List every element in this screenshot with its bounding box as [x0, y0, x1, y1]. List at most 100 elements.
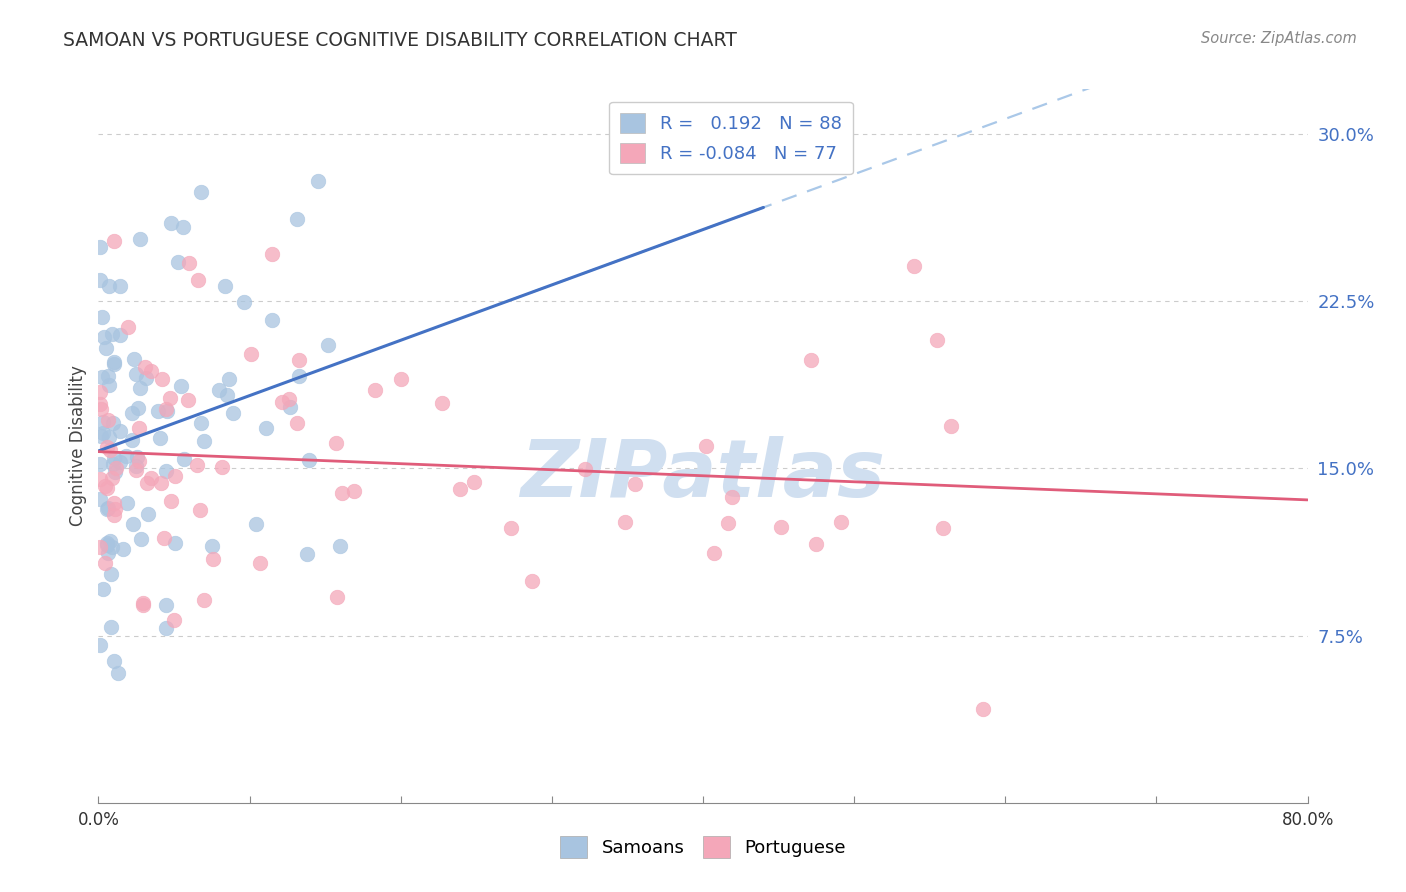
Point	[128, 420, 150, 434]
Point	[190, 185, 212, 199]
Point	[703, 546, 725, 560]
Point	[89, 639, 111, 653]
Point	[90, 310, 112, 324]
Point	[91, 426, 114, 441]
Point	[132, 596, 155, 610]
Point	[141, 364, 163, 378]
Point	[717, 516, 740, 531]
Point	[98, 442, 121, 457]
Point	[111, 542, 134, 557]
Point	[89, 472, 111, 486]
Point	[190, 416, 212, 430]
Point	[121, 516, 143, 531]
Point	[132, 598, 155, 612]
Point	[93, 330, 115, 344]
Point	[136, 507, 159, 521]
Point	[108, 279, 131, 293]
Point	[90, 429, 112, 443]
Point	[115, 449, 138, 463]
Point	[149, 431, 172, 445]
Point	[260, 247, 283, 261]
Point	[463, 475, 485, 490]
Point	[94, 556, 117, 570]
Point	[128, 454, 150, 468]
Point	[270, 395, 292, 409]
Point	[343, 483, 366, 498]
Point	[146, 404, 169, 418]
Point	[91, 369, 114, 384]
Point	[89, 397, 111, 411]
Point	[449, 483, 471, 497]
Point	[285, 417, 308, 431]
Point	[262, 313, 284, 327]
Point	[155, 402, 177, 417]
Point	[93, 415, 115, 429]
Point	[245, 516, 267, 531]
Point	[295, 547, 318, 561]
Text: Source: ZipAtlas.com: Source: ZipAtlas.com	[1201, 31, 1357, 46]
Point	[103, 357, 125, 371]
Point	[115, 495, 138, 509]
Point	[89, 457, 111, 471]
Point	[153, 532, 176, 546]
Point	[330, 486, 353, 500]
Point	[103, 355, 125, 369]
Point	[89, 541, 111, 555]
Point	[97, 430, 120, 444]
Point	[103, 654, 125, 668]
Point	[193, 434, 215, 449]
Point	[101, 471, 124, 485]
Point	[117, 319, 139, 334]
Point	[239, 347, 262, 361]
Point	[96, 502, 118, 516]
Point	[96, 536, 118, 550]
Point	[139, 471, 162, 485]
Point	[155, 598, 177, 612]
Point	[932, 521, 955, 535]
Point	[121, 406, 143, 420]
Point	[127, 401, 149, 415]
Point	[100, 620, 122, 634]
Point	[391, 372, 413, 386]
Point	[160, 216, 183, 230]
Point	[97, 369, 120, 384]
Point	[104, 460, 127, 475]
Point	[769, 520, 792, 534]
Point	[91, 582, 114, 596]
Point	[97, 501, 120, 516]
Point	[364, 383, 387, 397]
Point	[214, 279, 236, 293]
Point	[108, 455, 131, 469]
Point	[285, 211, 308, 226]
Point	[972, 702, 994, 716]
Text: SAMOAN VS PORTUGUESE COGNITIVE DISABILITY CORRELATION CHART: SAMOAN VS PORTUGUESE COGNITIVE DISABILIT…	[63, 31, 737, 50]
Point	[208, 383, 231, 397]
Point	[155, 621, 177, 635]
Point	[201, 539, 224, 553]
Point	[804, 536, 827, 550]
Point	[89, 492, 111, 507]
Point	[155, 464, 177, 478]
Point	[215, 387, 238, 401]
Point	[96, 481, 118, 495]
Point	[177, 393, 200, 408]
Point	[125, 367, 148, 381]
Point	[277, 392, 299, 406]
Point	[89, 273, 111, 287]
Point	[325, 436, 347, 450]
Point	[108, 424, 131, 438]
Point	[170, 379, 193, 393]
Point	[188, 502, 211, 516]
Point	[288, 368, 311, 383]
Point	[103, 234, 125, 248]
Point	[104, 501, 127, 516]
Point	[150, 372, 173, 386]
Point	[163, 468, 186, 483]
Text: ZIPatlas: ZIPatlas	[520, 435, 886, 514]
Point	[98, 534, 121, 549]
Point	[193, 593, 215, 607]
Point	[125, 463, 148, 477]
Point	[134, 360, 156, 375]
Point	[90, 401, 112, 416]
Point	[249, 556, 271, 570]
